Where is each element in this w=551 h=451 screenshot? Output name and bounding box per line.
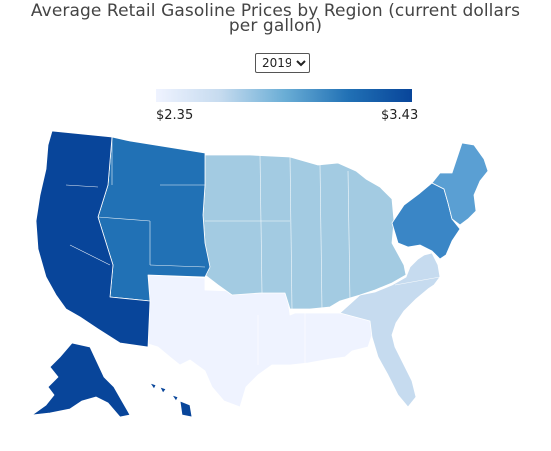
title-line-2: per gallon) [228,16,323,36]
title-line-1: Average Retail Gasoline Prices by Region… [30,1,521,21]
region-new-england[interactable] [431,142,489,226]
legend-max-label: $3.43 [381,108,419,123]
region-west-coast[interactable] [35,130,151,348]
region-central-atlantic[interactable] [391,182,461,260]
legend-min-label: $2.35 [156,108,194,123]
chart-title: Average Retail Gasoline Prices by Region… [0,1,551,36]
region-hawaii[interactable] [149,382,193,418]
region-gulf-coast[interactable] [144,274,373,408]
year-select[interactable]: 2019 [255,53,310,73]
us-map [31,130,489,418]
region-lower-atlantic[interactable] [339,252,441,408]
color-scale-bar [156,89,412,102]
region-alaska[interactable] [31,342,131,418]
region-midwest[interactable] [202,154,407,310]
